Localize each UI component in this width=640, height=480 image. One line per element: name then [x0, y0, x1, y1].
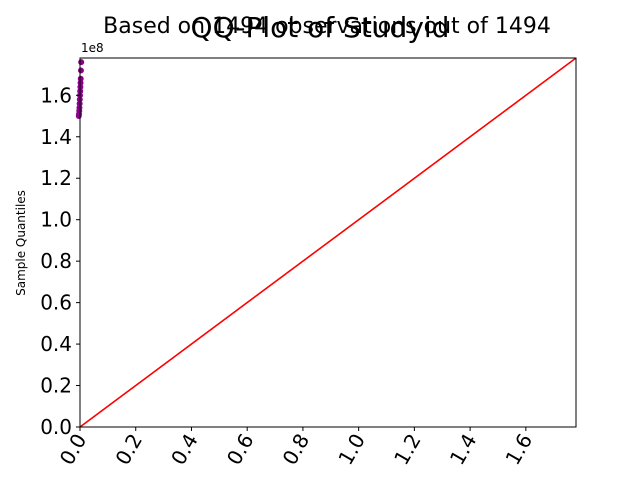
- data-point: [78, 59, 85, 66]
- y-tick-label: 0.4: [40, 332, 72, 356]
- y-axis-label: Sample Quantiles: [14, 190, 28, 296]
- x-tick-label: 1.6: [500, 430, 537, 470]
- y-tick-label: 0.0: [40, 415, 72, 439]
- y-tick-label: 1.0: [40, 208, 72, 232]
- data-point: [77, 75, 84, 82]
- x-tick-label: 1.2: [389, 430, 426, 470]
- y-offset-label: 1e8: [81, 41, 104, 55]
- data-point: [77, 67, 84, 74]
- x-tick-label: 1.0: [333, 430, 370, 470]
- chart-title: QQ-Plot of Studyid: [191, 11, 450, 44]
- x-tick-label: 0.6: [222, 430, 259, 470]
- y-tick-label: 0.8: [40, 249, 72, 273]
- x-tick-label: 1.4: [445, 430, 482, 470]
- y-tick-label: 1.6: [40, 83, 72, 107]
- y-tick-label: 0.6: [40, 291, 72, 315]
- x-tick-label: 0.2: [110, 430, 147, 470]
- x-tick-label: 0.4: [166, 430, 203, 470]
- y-tick-label: 1.2: [40, 166, 72, 190]
- y-tick-label: 1.4: [40, 125, 72, 149]
- chart-subtitle: Based on 1494 observations out of 1494: [103, 14, 551, 39]
- y-tick-label: 0.2: [40, 374, 72, 398]
- x-tick-label: 0.8: [278, 430, 315, 470]
- plot-frame: [79, 57, 577, 428]
- reference-line: [79, 57, 577, 428]
